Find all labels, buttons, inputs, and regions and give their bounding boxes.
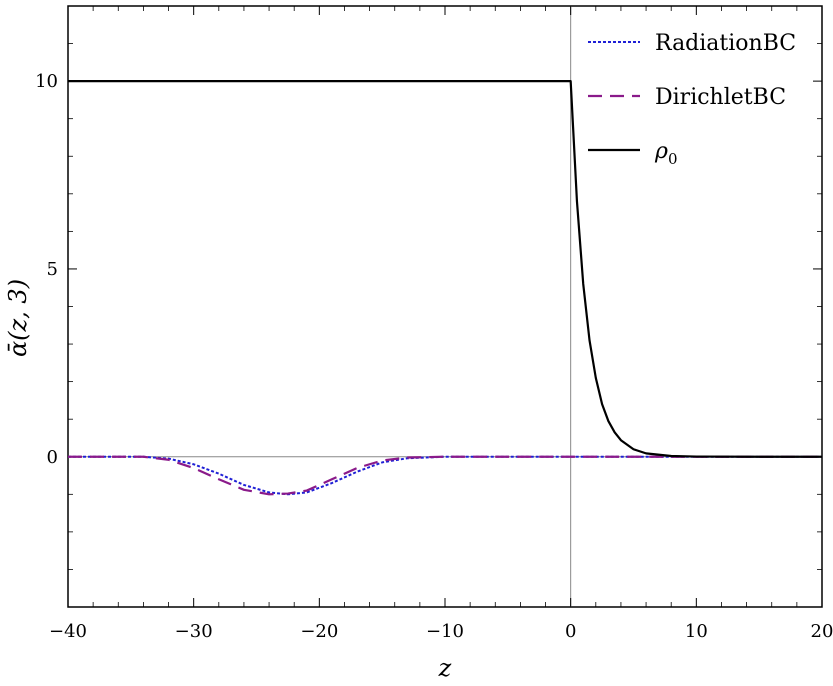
x-tick-label: 0 [565,621,576,642]
y-axis-title: ᾱ(z, 3) [4,279,32,357]
x-tick-label: 20 [811,621,833,642]
legend-label: DirichletBC [655,85,786,110]
x-tick-label: −20 [300,621,338,642]
legend-label: ρ0 [654,139,677,168]
axis-ticks: −40 −30 −20 −10 0 10 20 0 5 10 [35,5,833,642]
y-tick-label: 5 [47,259,58,280]
x-tick-label: 10 [685,621,708,642]
x-tick-label: −40 [49,621,87,642]
x-axis-title: z [438,654,452,682]
y-tick-label: 0 [47,447,58,468]
legend-label: RadiationBC [655,31,796,56]
series-line-0 [68,455,822,496]
y-tick-label: 10 [35,71,58,92]
x-tick-label: −10 [426,621,464,642]
series-line-1 [68,455,822,496]
legend: RadiationBC DirichletBC ρ0 [588,31,796,168]
series-line-2 [68,80,822,458]
x-tick-label: −30 [175,621,213,642]
series-group [68,80,822,496]
